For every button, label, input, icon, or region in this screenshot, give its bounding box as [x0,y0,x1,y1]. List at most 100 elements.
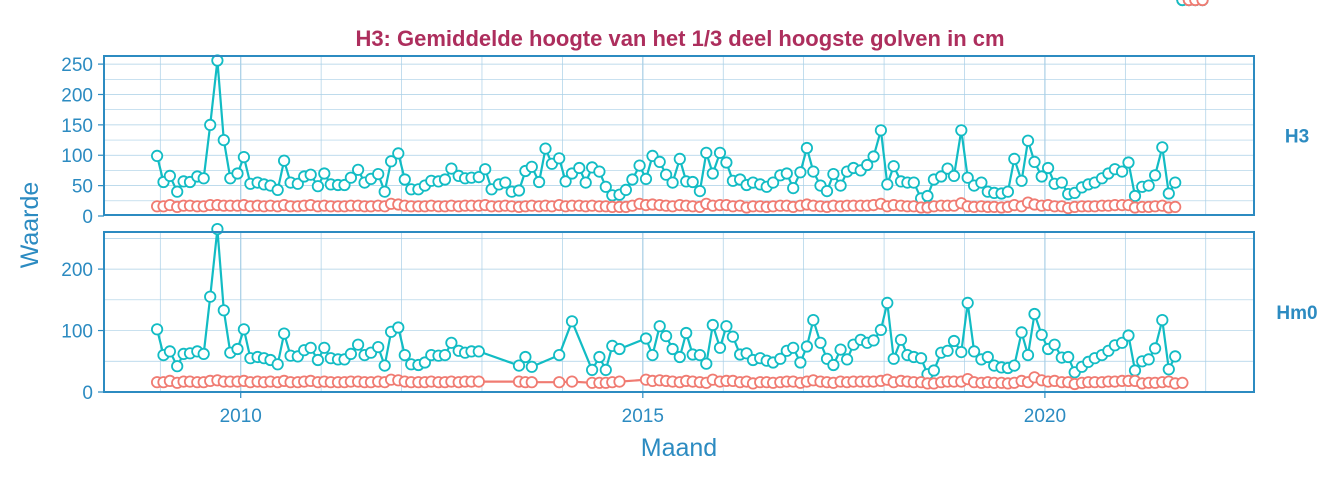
data-point [525,160,538,173]
data-point [700,357,713,370]
data-point [445,162,458,175]
data-point [1196,0,1209,7]
data-point [726,330,740,343]
data-point [706,167,719,180]
data-point [311,180,324,193]
data-point [887,352,900,365]
data-point [955,124,968,137]
x-axis-title: Maand [641,434,717,462]
data-point [967,345,981,358]
data-point [171,360,184,373]
data-point [935,170,948,183]
chart-title: H3: Gemiddelde hoogte van het 1/3 deel h… [355,26,1004,51]
panel-background [104,232,1254,392]
data-point [867,334,880,347]
data-point [438,173,452,186]
data-point [921,189,934,203]
data-point [163,345,176,358]
data-point [1021,348,1035,362]
data-point [512,359,526,372]
data-point [1142,179,1155,192]
data-point [1128,364,1142,377]
data-point [512,184,526,197]
data-point [1062,350,1075,364]
data-point [774,352,787,365]
data-point [378,185,391,198]
data-point [653,155,666,168]
data-point [787,182,800,195]
data-point [887,160,900,173]
data-point [1042,161,1055,175]
data-point [1142,353,1155,366]
data-point [713,341,727,354]
data-point [204,118,217,132]
y-tick-label: 0 [82,383,93,404]
data-point [639,172,653,185]
data-point [927,364,941,377]
data-point [834,343,847,356]
data-point [1162,187,1175,200]
data-point [237,151,250,164]
data-point [800,340,814,353]
data-point [318,167,331,180]
data-point [666,342,679,356]
data-point [599,180,612,193]
data-point [800,141,814,155]
data-point [894,333,908,346]
data-point [794,166,807,179]
data-point [553,152,566,165]
data-point [881,296,894,309]
y-tick-label: 0 [82,207,93,228]
data-point [794,356,807,369]
data-point [686,175,699,189]
data-point [351,338,365,351]
data-point [713,146,727,159]
data-point [372,168,385,181]
data-point [646,348,659,362]
data-point [565,315,579,328]
data-point [613,342,626,356]
data-point [231,167,244,180]
series-secondary_series [151,0,1209,391]
data-point [217,304,230,317]
data-point [318,341,331,354]
data-point [304,341,317,354]
data-point [867,150,880,163]
data-point [834,179,847,192]
data-point [472,375,485,388]
x-tick-label: 2020 [1024,406,1066,427]
data-point [304,168,317,181]
data-point [579,176,592,189]
data-point [1015,326,1028,339]
data-point [479,163,492,176]
y-tick-label: 100 [61,146,93,167]
data-point [814,336,827,349]
x-tick-label: 2015 [622,406,664,427]
data-point [1156,141,1169,154]
data-point [151,323,164,336]
data-point [706,318,719,332]
data-point [653,320,666,333]
data-point [827,168,840,181]
data-point [1169,176,1182,189]
data-point [271,183,284,196]
data-point [807,165,820,178]
panel-frame [103,55,1255,216]
data-point [585,363,599,376]
data-point [955,345,968,359]
data-point [693,185,707,198]
data-point [914,352,928,365]
data-point [532,175,546,189]
y-axis-title: Waarde [16,182,44,269]
data-point [197,172,210,185]
data-point [197,347,210,360]
data-point [820,185,834,198]
data-point [1149,169,1162,182]
data-point [1122,329,1135,342]
data-point [398,173,411,186]
data-point [827,358,840,372]
data-point [975,176,988,189]
data-point [807,313,820,327]
data-point [941,344,954,357]
